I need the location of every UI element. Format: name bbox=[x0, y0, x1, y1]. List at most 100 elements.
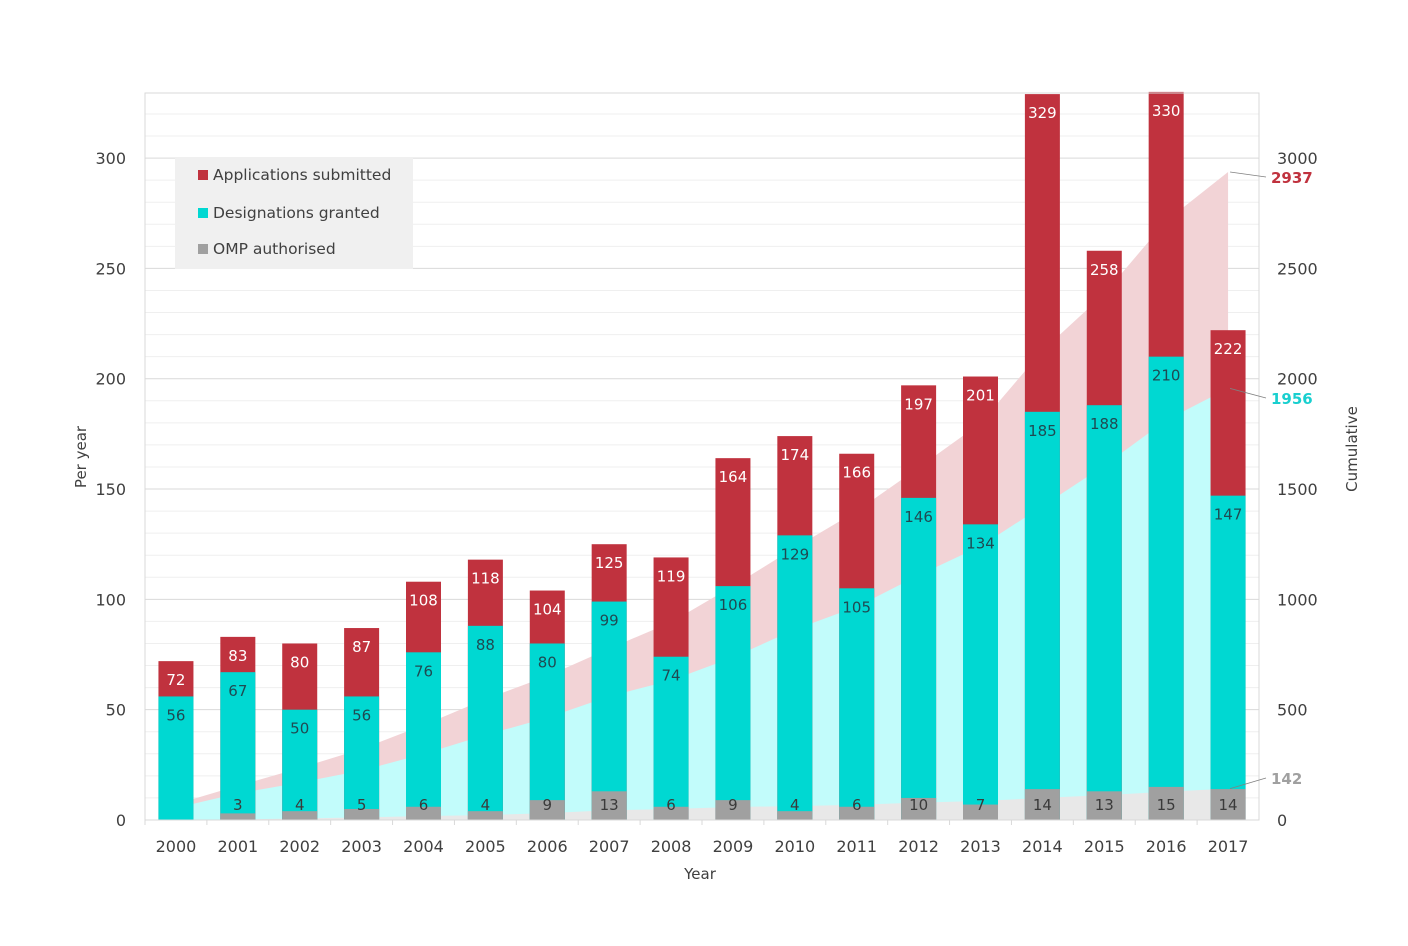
y2-tick-label: 1000 bbox=[1277, 590, 1318, 609]
data-label-applications: 125 bbox=[595, 554, 624, 572]
bar-omp bbox=[901, 797, 937, 820]
x-tick-label: 2013 bbox=[960, 837, 1001, 856]
data-label-applications: 201 bbox=[966, 387, 995, 405]
cumulative-end-label-omp: 142 bbox=[1271, 770, 1302, 788]
bar-designations bbox=[963, 524, 998, 820]
y-tick-label: 300 bbox=[95, 149, 126, 168]
data-label-applications: 166 bbox=[842, 464, 871, 482]
data-label-applications: 118 bbox=[471, 570, 500, 588]
x-tick-label: 2009 bbox=[713, 837, 754, 856]
bar-designations bbox=[467, 625, 503, 820]
data-label-omp: 6 bbox=[419, 796, 429, 814]
data-label-applications: 174 bbox=[781, 446, 810, 464]
bar-designations bbox=[158, 696, 194, 820]
x-tick-label: 2016 bbox=[1146, 837, 1187, 856]
x-tick-label: 2007 bbox=[589, 837, 630, 856]
bar-omp bbox=[1148, 786, 1184, 820]
bar-designations bbox=[406, 652, 441, 820]
data-label-designations: 99 bbox=[600, 612, 619, 630]
bar-omp bbox=[963, 804, 998, 820]
bar-omp bbox=[1210, 789, 1246, 820]
bar-omp bbox=[220, 813, 256, 820]
data-label-applications: 104 bbox=[533, 601, 562, 619]
x-tick-label: 2004 bbox=[403, 837, 444, 856]
legend-label: OMP authorised bbox=[213, 240, 336, 258]
bar-designations bbox=[1086, 405, 1122, 820]
data-label-designations: 134 bbox=[966, 534, 995, 552]
leader-line bbox=[1230, 171, 1267, 178]
legend-item-designations: Designations granted bbox=[198, 204, 380, 222]
y-tick-label: 100 bbox=[95, 590, 126, 609]
bar-designations bbox=[282, 709, 318, 820]
legend-swatch-designations bbox=[198, 208, 208, 218]
bar-designations bbox=[777, 535, 813, 820]
bar-omp bbox=[529, 800, 565, 820]
data-label-omp: 3 bbox=[233, 796, 243, 814]
data-label-applications: 72 bbox=[166, 671, 185, 689]
y2-tick-label: 3000 bbox=[1277, 149, 1318, 168]
x-tick-label: 2010 bbox=[774, 837, 815, 856]
data-label-applications: 164 bbox=[719, 468, 748, 486]
leader-line bbox=[1229, 388, 1267, 399]
data-label-omp: 9 bbox=[543, 796, 553, 814]
bar-omp bbox=[715, 800, 751, 820]
data-label-designations: 56 bbox=[166, 706, 185, 724]
x-axis-title: Year bbox=[683, 865, 717, 883]
bar-designations bbox=[715, 586, 751, 820]
x-tick-label: 2001 bbox=[217, 837, 258, 856]
data-label-applications: 108 bbox=[409, 592, 438, 610]
data-label-designations: 185 bbox=[1028, 422, 1057, 440]
y-tick-label: 0 bbox=[116, 811, 126, 830]
bar-omp bbox=[344, 808, 380, 820]
legend-item-applications: Applications submitted bbox=[198, 166, 391, 184]
y2-tick-label: 0 bbox=[1277, 811, 1287, 830]
x-tick-label: 2017 bbox=[1208, 837, 1249, 856]
axes: Per year Cumulative Year 050100150200250… bbox=[72, 149, 1361, 883]
y-tick-label: 200 bbox=[95, 370, 126, 389]
data-label-omp: 6 bbox=[852, 796, 862, 814]
bars bbox=[158, 91, 1246, 821]
x-tick-label: 2014 bbox=[1022, 837, 1063, 856]
legend-label: Applications submitted bbox=[213, 166, 392, 184]
leader-line bbox=[1229, 777, 1267, 790]
data-label-designations: 106 bbox=[719, 596, 748, 614]
y-tick-label: 50 bbox=[106, 701, 126, 720]
bar-designations bbox=[839, 588, 875, 820]
legend-swatch-omp bbox=[198, 244, 208, 254]
bar-designations bbox=[1148, 356, 1184, 820]
bar-designations bbox=[653, 656, 689, 820]
bar-omp bbox=[406, 806, 441, 820]
x-tick-label: 2015 bbox=[1084, 837, 1125, 856]
data-label-omp: 6 bbox=[666, 796, 676, 814]
y2-tick-label: 2000 bbox=[1277, 370, 1318, 389]
x-tick-label: 2011 bbox=[836, 837, 877, 856]
bar-designations bbox=[220, 672, 256, 820]
y-axis-title: Per year bbox=[72, 425, 90, 488]
bar-omp bbox=[777, 811, 813, 820]
bar-designations bbox=[591, 601, 627, 820]
y2-tick-label: 1500 bbox=[1277, 480, 1318, 499]
x-tick-label: 2008 bbox=[651, 837, 692, 856]
cumulative-end-label-applications: 2937 bbox=[1271, 169, 1313, 187]
data-label-omp: 4 bbox=[295, 796, 305, 814]
data-label-designations: 146 bbox=[904, 508, 933, 526]
data-label-omp: 13 bbox=[600, 796, 619, 814]
y-tick-label: 250 bbox=[95, 259, 126, 278]
data-label-omp: 5 bbox=[357, 796, 367, 814]
legend-item-omp: OMP authorised bbox=[198, 240, 336, 258]
data-label-omp: 13 bbox=[1095, 796, 1114, 814]
data-label-designations: 50 bbox=[290, 720, 309, 738]
data-label-applications: 222 bbox=[1214, 340, 1243, 358]
bar-designations bbox=[901, 497, 937, 820]
bar-omp bbox=[591, 791, 627, 820]
data-label-designations: 129 bbox=[781, 545, 810, 563]
cumulative-areas bbox=[175, 171, 1229, 820]
data-label-omp: 15 bbox=[1157, 796, 1176, 814]
data-label-omp: 4 bbox=[481, 796, 491, 814]
data-label-omp: 14 bbox=[1033, 796, 1052, 814]
cumulative-end-labels: 2937 1956 142 bbox=[1229, 169, 1313, 790]
bar-omp bbox=[1086, 791, 1122, 820]
bar-omp bbox=[653, 806, 689, 820]
